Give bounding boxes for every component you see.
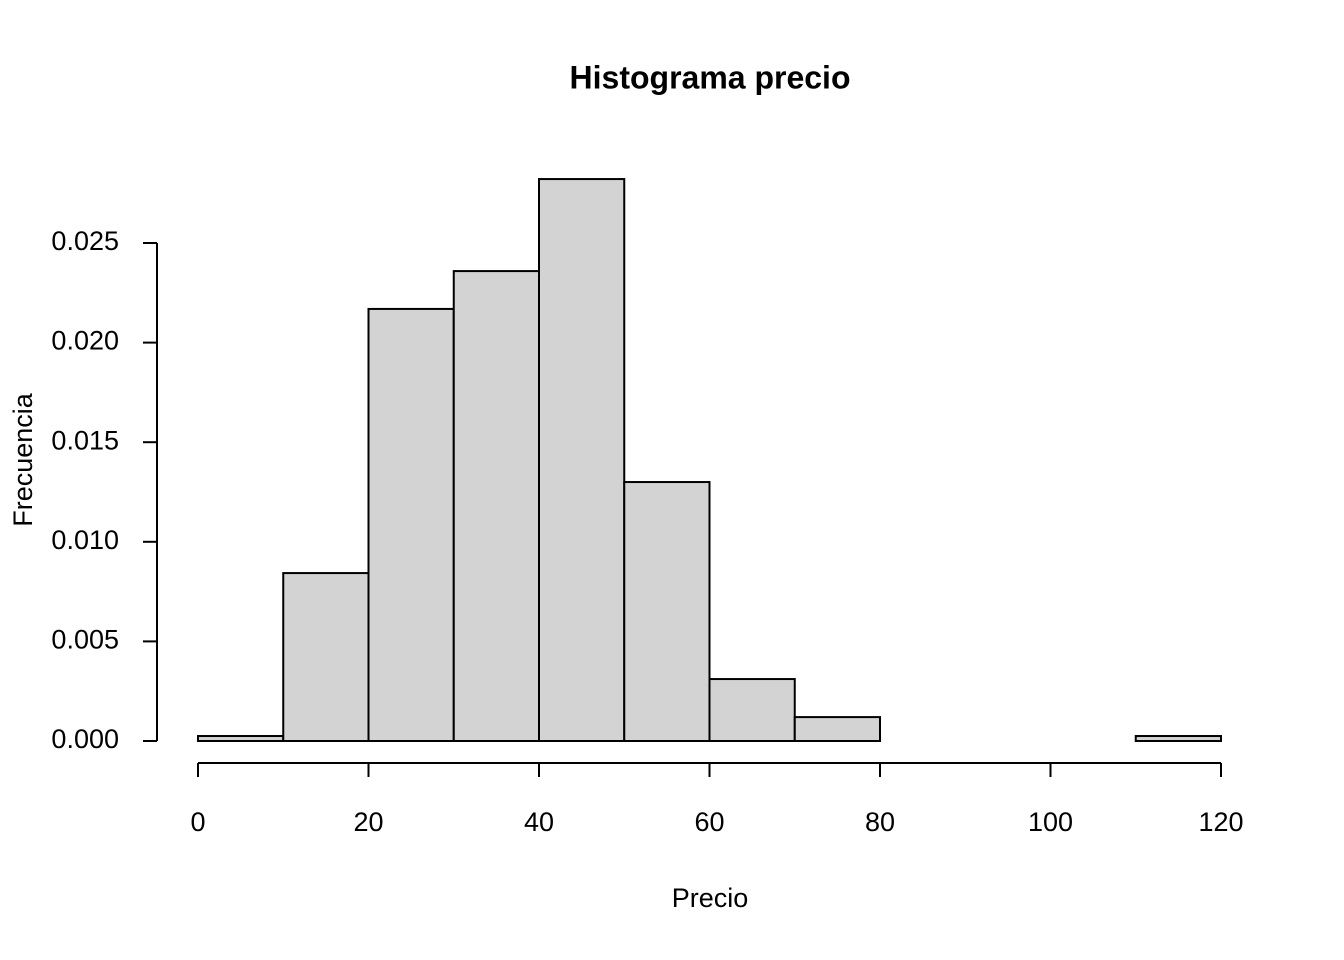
y-tick-label: 0.020 (51, 326, 119, 356)
x-tick-label: 100 (1028, 807, 1073, 837)
x-axis-label: Precio (672, 883, 749, 913)
x-tick-label: 40 (524, 807, 554, 837)
bar (197, 735, 285, 743)
bar (367, 307, 455, 742)
x-tick-label: 120 (1198, 807, 1243, 837)
y-tick-label: 0.000 (51, 724, 119, 754)
x-tick-label: 20 (353, 807, 383, 837)
y-axis-label: Frecuencia (8, 392, 38, 527)
bar (538, 178, 626, 742)
x-tick-label: 0 (190, 807, 205, 837)
y-tick-label: 0.005 (51, 625, 119, 655)
bar (708, 678, 796, 743)
chart-title: Histograma precio (570, 59, 851, 95)
y-tick-label: 0.025 (51, 226, 119, 256)
bar (452, 270, 540, 742)
x-tick-label: 80 (865, 807, 895, 837)
y-tick-label: 0.010 (51, 525, 119, 555)
x-tick-label: 60 (694, 807, 724, 837)
bar (623, 481, 711, 742)
bar (1134, 735, 1222, 743)
y-tick-label: 0.015 (51, 425, 119, 455)
bar (793, 716, 881, 743)
bar (282, 572, 370, 742)
